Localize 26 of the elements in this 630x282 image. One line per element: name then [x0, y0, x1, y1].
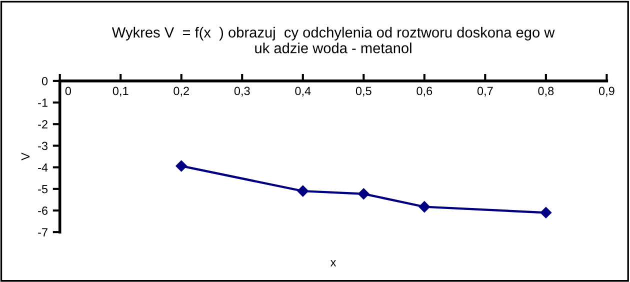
- x-tick-label: 0,3: [234, 86, 250, 97]
- y-tick-label: -3: [38, 142, 48, 150]
- x-tick-label: 0,4: [295, 86, 311, 97]
- x-tick-label: 0,7: [477, 86, 493, 97]
- x-tick-label: 0: [65, 86, 72, 96]
- x-tick-label: 0,9: [598, 86, 614, 97]
- x-tick-label: 0,8: [538, 86, 554, 97]
- y-tick-label: -5: [38, 185, 48, 194]
- x-tick-label: 0,2: [174, 86, 189, 97]
- point: [297, 185, 308, 197]
- point: [418, 201, 430, 212]
- y-axis-title: V: [21, 152, 30, 160]
- y-tick-label: -6: [38, 206, 48, 215]
- point: [176, 160, 187, 172]
- y-tick-label: 0: [42, 76, 48, 86]
- chart-title: Wykres V = f(x ) obrazuj cy odchylenia od roztworu doskona ego w uk adzie woda - metanol: [112, 26, 555, 54]
- x-tick-label: 0,5: [356, 86, 372, 97]
- y-tick-label: -2: [38, 120, 48, 128]
- x-tick-label: 0,6: [416, 86, 432, 97]
- point: [540, 207, 552, 218]
- y-tick-label: -7: [38, 228, 48, 236]
- y-tick-label: -4: [38, 163, 48, 172]
- x-tick-label: 0,1: [112, 86, 128, 97]
- y-tick-label: -1: [38, 98, 48, 107]
- x-axis-title: x: [330, 260, 336, 266]
- point: [358, 188, 370, 200]
